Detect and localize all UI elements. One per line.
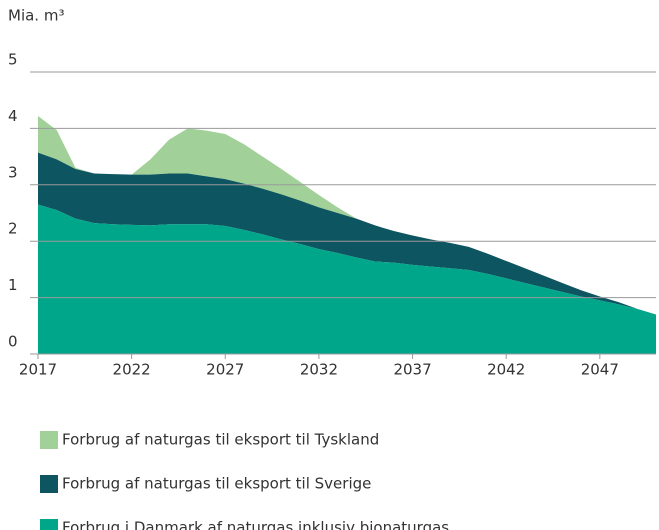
x-tick-label: 2047 [581, 361, 619, 379]
legend-label: Forbrug af naturgas til eksport til Tysk… [62, 431, 379, 449]
x-tick-label: 2042 [487, 361, 525, 379]
legend-label: Forbrug i Danmark af naturgas inklusiv b… [62, 519, 449, 530]
y-tick-label: 4 [8, 107, 18, 125]
y-tick-label: 5 [8, 51, 18, 69]
legend-swatch [40, 475, 58, 493]
y-tick-label: 2 [8, 220, 18, 238]
x-tick-label: 2037 [393, 361, 431, 379]
legend-swatch [40, 519, 58, 530]
y-tick-label: 1 [8, 276, 18, 294]
x-tick-label: 2027 [206, 361, 244, 379]
y-tick-label: 0 [8, 333, 18, 351]
area [38, 204, 656, 354]
legend-swatch [40, 431, 58, 449]
area [38, 115, 656, 315]
y-tick-label: 3 [8, 163, 18, 181]
y-axis-label: Mia. m³ [8, 7, 64, 25]
area [38, 152, 656, 315]
x-tick-label: 2032 [300, 361, 338, 379]
legend-label: Forbrug af naturgas til eksport til Sver… [62, 475, 371, 493]
x-tick-label: 2017 [19, 361, 57, 379]
x-tick-label: 2022 [113, 361, 151, 379]
